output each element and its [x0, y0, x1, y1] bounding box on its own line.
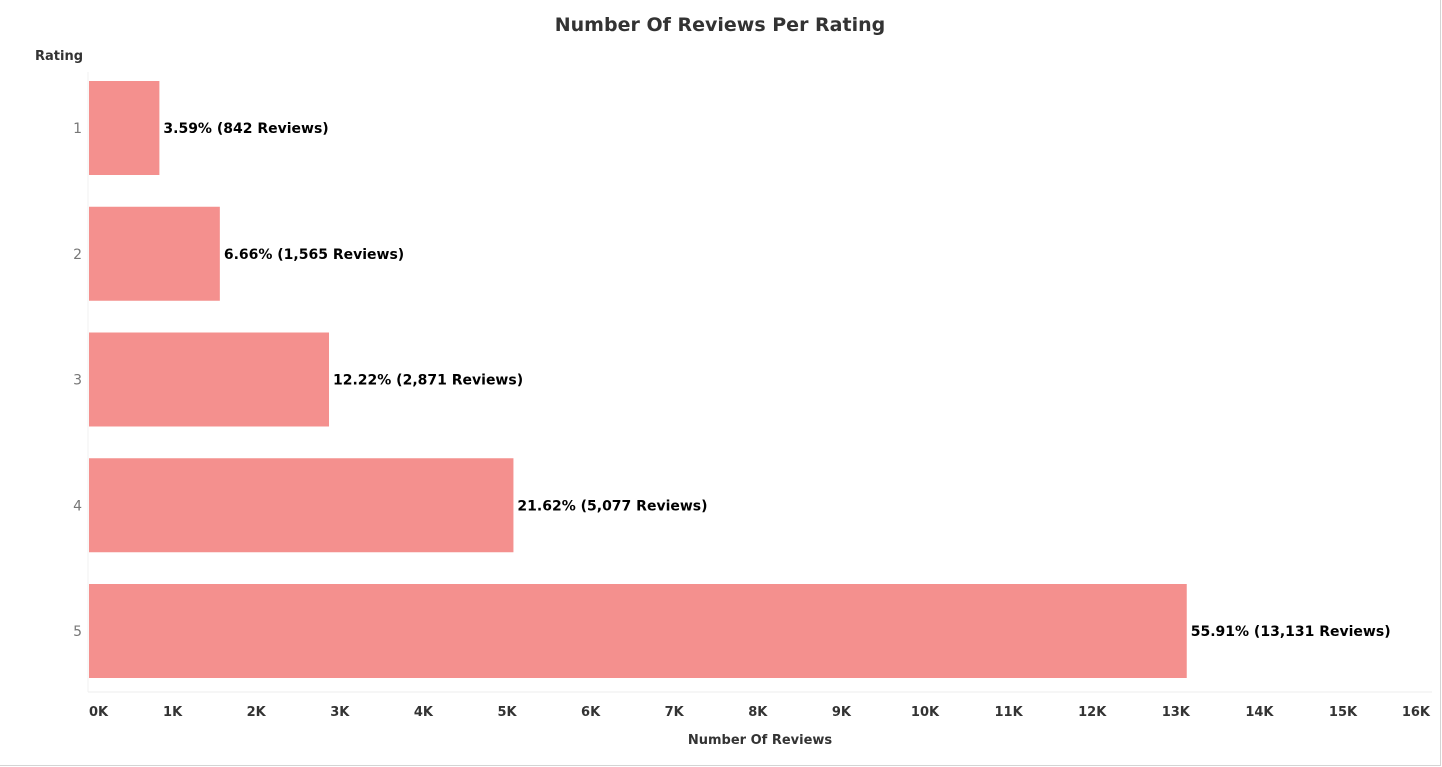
- x-tick-label-6K: 6K: [581, 705, 601, 720]
- x-tick-label-10K: 10K: [911, 705, 940, 720]
- bar-rating-2: [89, 206, 220, 301]
- bar-rating-4: [89, 458, 514, 553]
- x-tick-label-7K: 7K: [665, 705, 685, 720]
- x-tick-label-15K: 15K: [1329, 705, 1358, 720]
- y-tick-label-2: 2: [73, 247, 82, 263]
- chart-title: Number Of Reviews Per Rating: [555, 14, 885, 36]
- y-tick-label-3: 3: [73, 373, 82, 389]
- x-tick-label-11K: 11K: [995, 705, 1024, 720]
- x-tick-label-9K: 9K: [832, 705, 852, 720]
- x-tick-label-14K: 14K: [1245, 705, 1274, 720]
- x-tick-label-5K: 5K: [497, 705, 517, 720]
- x-tick-label-13K: 13K: [1162, 705, 1191, 720]
- x-tick-label-8K: 8K: [748, 705, 768, 720]
- x-tick-label-3K: 3K: [330, 705, 350, 720]
- data-label-rating-2: 6.66% (1,565 Reviews): [224, 247, 404, 263]
- data-label-rating-3: 12.22% (2,871 Reviews): [333, 373, 523, 389]
- y-tick-label-1: 1: [73, 121, 82, 137]
- x-tick-label-12K: 12K: [1078, 705, 1107, 720]
- y-tick-label-4: 4: [73, 498, 82, 514]
- x-tick-label-1K: 1K: [163, 705, 183, 720]
- data-label-rating-5: 55.91% (13,131 Reviews): [1191, 624, 1391, 640]
- x-axis-title: Number Of Reviews: [688, 733, 833, 748]
- bar-rating-1: [89, 81, 160, 175]
- x-tick-label-0K: 0K: [89, 705, 109, 720]
- x-tick-label-4K: 4K: [414, 705, 434, 720]
- x-ticks-layer: 0K 1K 2K 3K 4K 5K 6K 7K 8K 9K 10K 11K 12K 13K 14K 15K 16…: [89, 705, 1431, 720]
- x-tick-label-2K: 2K: [247, 705, 267, 720]
- data-label-rating-4: 21.62% (5,077 Reviews): [517, 498, 707, 514]
- y-axis-title: Rating: [35, 49, 83, 64]
- y-tick-label-5: 5: [73, 624, 82, 640]
- data-labels-layer: 3.59% (842 Reviews) 6.66% (1,565 Reviews)…: [163, 121, 1390, 640]
- y-ticks-layer: 1 2 3 4 5: [73, 121, 82, 640]
- bars-layer: [89, 81, 1187, 678]
- bar-rating-3: [89, 332, 330, 427]
- x-tick-label-16K: 16K: [1402, 705, 1431, 720]
- data-label-rating-1: 3.59% (842 Reviews): [163, 121, 328, 137]
- bar-rating-5: [89, 584, 1187, 678]
